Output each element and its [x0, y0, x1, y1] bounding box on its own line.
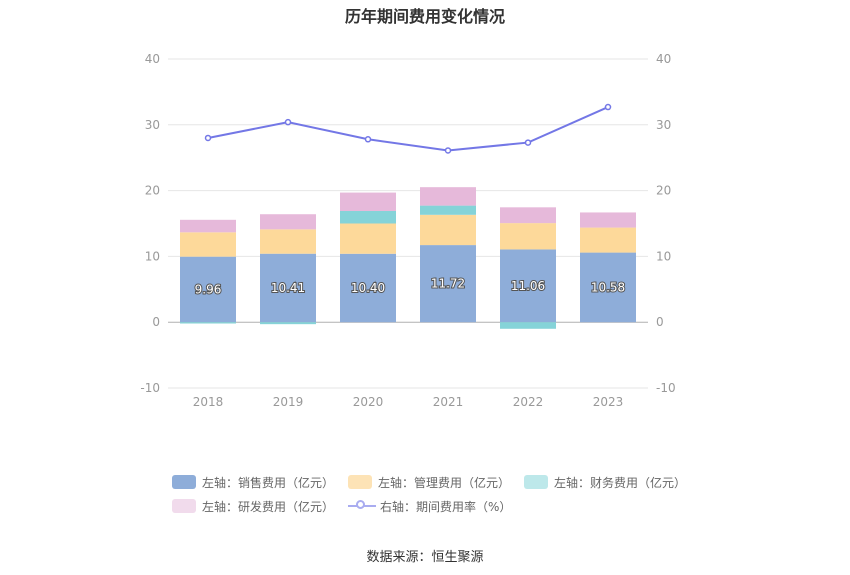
- rate-point-2018: [204, 134, 212, 142]
- chart-canvas: -10 0 10 20 30 40 -10 0 10 20 30 40 9.96 10.41 10.40 1…: [140, 52, 675, 409]
- bar-rnd-2020: [340, 192, 396, 211]
- y-tick-label-left: 30: [145, 118, 160, 132]
- y-tick-label-left: 40: [145, 52, 160, 66]
- bar-finance-2019: [260, 322, 316, 325]
- bar-data-label-2023: 10.58: [591, 280, 625, 294]
- legend-label-rate: 右轴：期间费用率（%）: [380, 499, 512, 514]
- rate-point-2020: [364, 136, 372, 143]
- y-tick-label-left: 0: [152, 315, 160, 329]
- rate-point-2023: [604, 103, 612, 111]
- x-axis-ticks: 2018 2019 2020 2021 2022 2023: [193, 395, 624, 409]
- y-axis-ticks: -10 0 10 20 30 40 -10 0 10 20 30 40: [140, 52, 675, 395]
- rate-point-2022: [524, 139, 532, 146]
- y-tick-label-left: -10: [140, 381, 160, 395]
- x-tick-label: 2020: [353, 395, 384, 409]
- legend-swatch-rate: [348, 499, 377, 513]
- bar-data-label-2019: 10.41: [271, 281, 305, 295]
- bar-admin-2020: [340, 223, 396, 254]
- chart-title: 历年期间费用变化情况: [344, 7, 505, 26]
- bar-sales-2018: [180, 256, 236, 323]
- bar-finance-2020: [340, 210, 396, 224]
- legend-item-rnd[interactable]: 左轴：研发费用（亿元）: [172, 498, 334, 515]
- bar-rnd-2022: [500, 207, 556, 224]
- rate-point-2019: [284, 118, 292, 126]
- y-tick-label-left: 20: [145, 184, 160, 198]
- bar-admin-2018: [180, 232, 236, 257]
- bar-finance-2018: [180, 322, 236, 324]
- legend-swatch-sales: [172, 475, 196, 489]
- bar-admin-2022: [500, 223, 556, 250]
- y-tick-label-right: 10: [656, 249, 671, 263]
- bar-series: [180, 187, 636, 329]
- legend-swatch-admin: [348, 475, 373, 489]
- legend-item-admin[interactable]: 左轴：管理费用（亿元）: [348, 474, 510, 491]
- legend-item-sales[interactable]: 左轴：销售费用（亿元）: [172, 474, 334, 491]
- legend-swatch-finance: [524, 475, 549, 489]
- bar-data-label-2020: 10.40: [351, 281, 385, 295]
- x-tick-label: 2022: [513, 395, 544, 409]
- y-tick-label-right: 30: [656, 118, 671, 132]
- legend-label-rnd: 左轴：研发费用（亿元）: [202, 499, 335, 514]
- bar-data-label-2022: 11.06: [511, 279, 545, 293]
- bar-sales-2021: [420, 245, 476, 323]
- bar-rnd-2023: [580, 212, 636, 228]
- y-tick-label-left: 10: [145, 249, 160, 263]
- bar-sales-2022: [500, 249, 556, 323]
- x-tick-label: 2019: [273, 395, 304, 409]
- bar-data-labels: 9.96 10.41 10.40 11.72 11.06 10.58: [194, 276, 627, 298]
- y-tick-label-right: 40: [656, 52, 671, 66]
- legend-swatch-rnd: [172, 499, 196, 513]
- chart-legend: 左轴：销售费用（亿元） 左轴：管理费用（亿元） 左轴：财务费用（亿元） 左轴：研…: [172, 470, 692, 518]
- x-tick-label: 2018: [193, 395, 224, 409]
- y-tick-label-right: 0: [656, 315, 664, 329]
- grid-lines: [168, 58, 648, 389]
- bar-sales-2019: [260, 253, 316, 323]
- legend-item-rate[interactable]: 右轴：期间费用率（%）: [348, 498, 511, 515]
- y-tick-label-right: -10: [656, 381, 676, 395]
- bar-rnd-2021: [420, 187, 476, 206]
- legend-label-sales: 左轴：销售费用（亿元）: [202, 475, 335, 490]
- legend-label-finance: 左轴：财务费用（亿元）: [554, 475, 687, 490]
- bar-data-label-2018: 9.96: [195, 282, 222, 296]
- bar-sales-2020: [340, 253, 396, 323]
- legend-item-finance[interactable]: 左轴：财务费用（亿元）: [524, 474, 686, 491]
- rate-line-series: [204, 103, 612, 154]
- bar-data-label-2021: 11.72: [431, 277, 465, 291]
- bar-sales-2023: [580, 252, 636, 323]
- bar-rnd-2019: [260, 214, 316, 230]
- rate-line: [207, 106, 609, 152]
- bar-admin-2019: [260, 229, 316, 254]
- bar-admin-2023: [580, 227, 636, 253]
- x-tick-label: 2021: [433, 395, 464, 409]
- data-source: 数据来源：恒生聚源: [366, 550, 484, 565]
- legend-label-admin: 左轴：管理费用（亿元）: [378, 475, 511, 490]
- y-tick-label-right: 20: [656, 184, 671, 198]
- bar-finance-2021: [420, 205, 476, 215]
- bar-finance-2022: [500, 322, 556, 329]
- x-tick-label: 2023: [593, 395, 624, 409]
- rate-point-2021: [444, 147, 452, 154]
- bar-admin-2021: [420, 214, 476, 246]
- bar-rnd-2018: [180, 219, 236, 233]
